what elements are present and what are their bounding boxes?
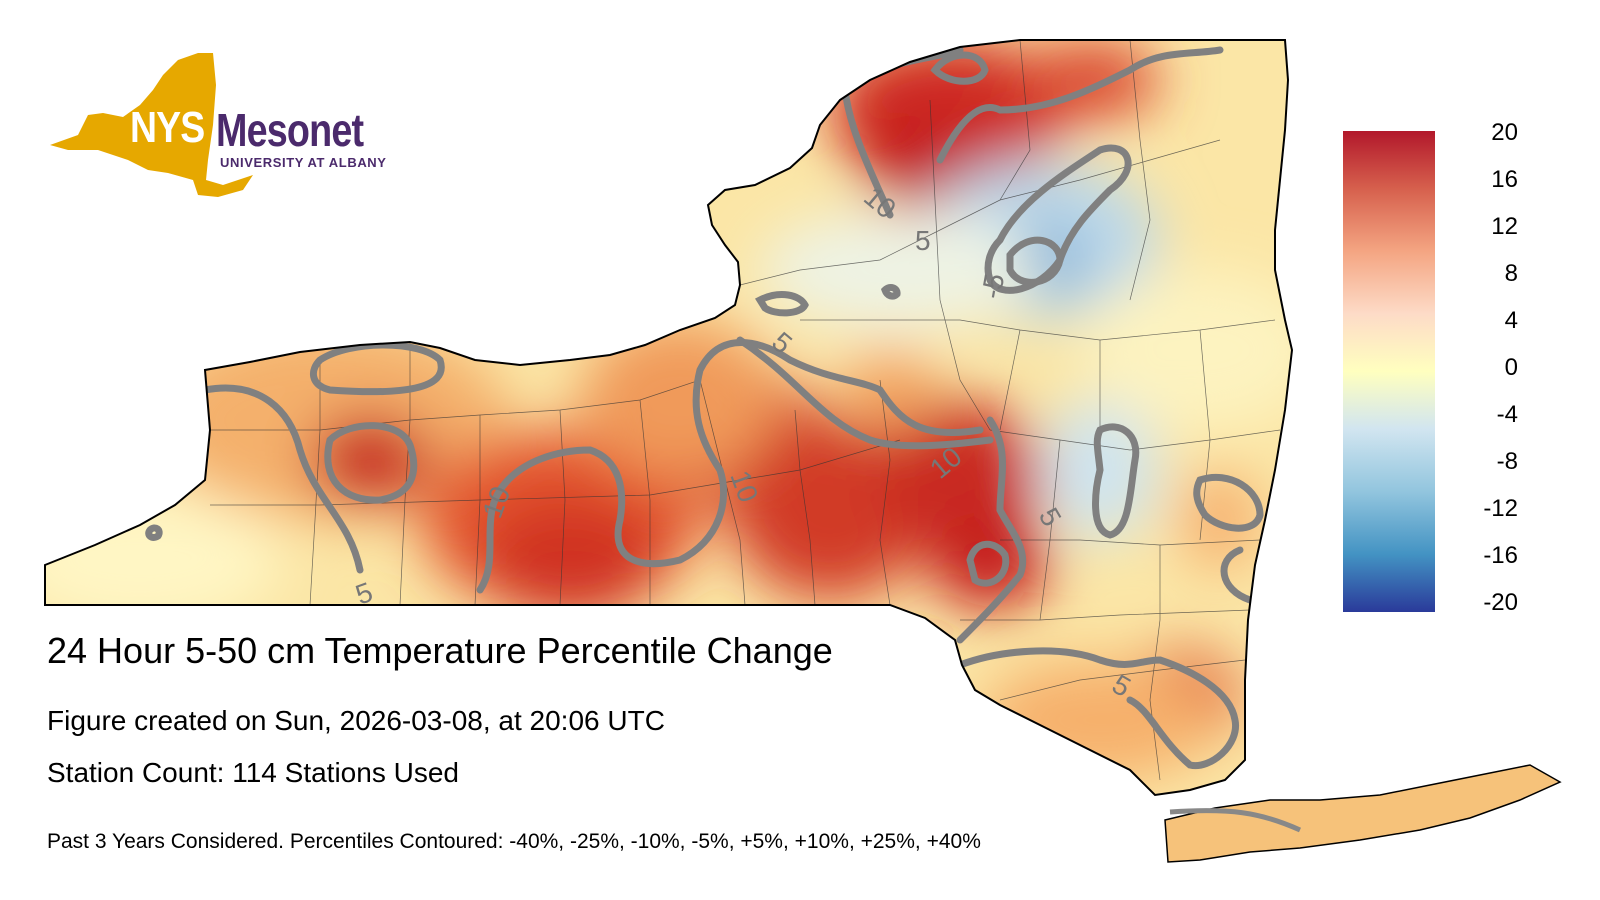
colorbar-tick-label: 12 [1491,213,1518,240]
nys-mesonet-logo: NYS Mesonet UNIVERSITY AT ALBANY [48,45,408,215]
colorbar-tick-label: 8 [1504,260,1518,287]
colorbar-tick-label: -16 [1483,542,1518,569]
colorbar-tick-label: 16 [1491,166,1518,193]
colorbar-tick-label: -4 [1496,401,1518,428]
colorbar-tick-label: -12 [1483,495,1518,522]
footnote: Past 3 Years Considered. Percentiles Con… [47,830,981,853]
colorbar-tick-label: 4 [1504,307,1518,334]
contour-label: 5 [915,225,931,256]
colorbar [1343,131,1435,612]
colorbar-tick-label: 20 [1491,119,1518,146]
contour-lines [145,46,1264,770]
logo-name-text: Mesonet [216,104,364,156]
colorbar-tick-label: -8 [1496,448,1518,475]
county-lines [210,40,1281,781]
figure-title: 24 Hour 5-50 cm Temperature Percentile C… [47,630,833,671]
contour-label: -5 [975,271,1010,301]
logo-subtitle: UNIVERSITY AT ALBANY [220,155,387,170]
colorbar-tick-label: -20 [1483,589,1518,616]
logo-nys-text: NYS [130,103,205,152]
colorbar-tick-label: 0 [1504,354,1518,381]
station-count: Station Count: 114 Stations Used [47,757,459,788]
state-silhouette-icon [50,53,253,197]
created-timestamp: Figure created on Sun, 2026-03-08, at 20… [47,705,665,736]
colorbar-gradient [1343,131,1435,612]
long-island [1164,764,1562,863]
